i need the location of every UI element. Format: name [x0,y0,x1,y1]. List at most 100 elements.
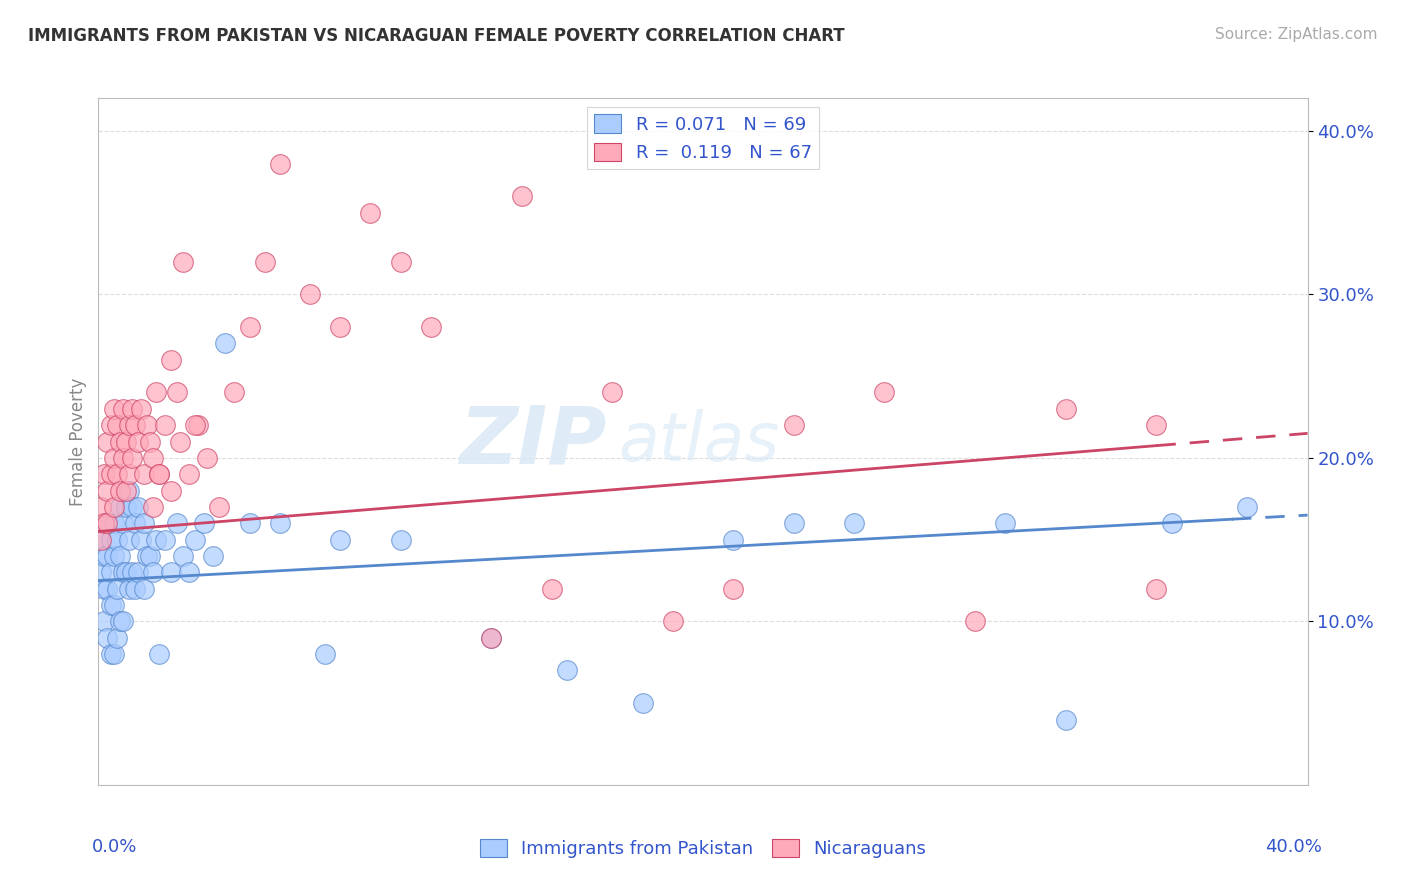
Point [108,549,131,563]
Point [132,467,155,482]
Point [169,434,191,449]
Point [93,516,115,531]
Point [148,467,170,482]
Point [1144,418,1167,433]
Point [1144,582,1167,596]
Point [389,254,412,268]
Point [103,647,125,661]
Point [103,516,125,531]
Point [193,516,215,531]
Point [153,533,176,547]
Point [118,582,141,596]
Text: Source: ZipAtlas.com: Source: ZipAtlas.com [1215,27,1378,42]
Point [602,385,624,400]
Point [108,615,131,629]
Point [111,516,134,531]
Point [214,336,236,351]
Point [124,418,146,433]
Point [142,450,165,465]
Point [783,418,806,433]
Point [153,418,176,433]
Point [124,516,146,531]
Point [96,516,118,531]
Point [723,582,745,596]
Point [420,320,443,334]
Point [103,598,125,612]
Point [329,533,352,547]
Point [103,450,125,465]
Point [389,533,412,547]
Point [631,696,654,710]
Point [540,582,562,596]
Point [96,483,118,498]
Point [124,582,146,596]
Point [108,434,131,449]
Point [129,401,152,416]
Point [1054,401,1077,416]
Point [239,516,262,531]
Point [103,500,125,514]
Point [100,467,122,482]
Point [329,320,352,334]
Point [145,533,167,547]
Point [111,615,134,629]
Point [100,533,122,547]
Point [100,566,122,580]
Point [127,500,149,514]
Point [172,549,194,563]
Text: atlas: atlas [619,409,779,475]
Point [111,450,134,465]
Point [108,500,131,514]
Point [105,418,128,433]
Point [103,401,125,416]
Point [111,401,134,416]
Point [481,631,503,645]
Point [114,483,136,498]
Legend: Immigrants from Pakistan, Nicaraguans: Immigrants from Pakistan, Nicaraguans [472,831,934,865]
Point [114,434,136,449]
Point [844,516,866,531]
Point [166,516,188,531]
Point [360,205,382,219]
Point [269,516,291,531]
Point [96,582,118,596]
Point [555,664,578,678]
Point [129,533,152,547]
Point [93,549,115,563]
Text: ZIP: ZIP [458,402,606,481]
Point [118,467,141,482]
Point [299,287,322,301]
Point [160,566,183,580]
Point [873,385,896,400]
Point [1160,516,1182,531]
Point [142,566,165,580]
Point [108,483,131,498]
Point [994,516,1017,531]
Point [481,631,503,645]
Point [127,566,149,580]
Point [139,549,162,563]
Point [121,500,143,514]
Point [148,647,170,661]
Point [208,500,231,514]
Point [93,467,115,482]
Text: 40.0%: 40.0% [1265,838,1322,855]
Point [96,631,118,645]
Point [111,566,134,580]
Point [160,352,183,367]
Y-axis label: Female Poverty: Female Poverty [69,377,87,506]
Point [1236,500,1258,514]
Point [103,549,125,563]
Point [90,566,112,580]
Point [118,533,141,547]
Point [202,549,225,563]
Point [90,500,112,514]
Point [148,467,170,482]
Point [132,582,155,596]
Point [135,418,157,433]
Point [96,516,118,531]
Point [96,434,118,449]
Point [118,483,141,498]
Legend: R = 0.071   N = 69, R =  0.119   N = 67: R = 0.071 N = 69, R = 0.119 N = 67 [586,107,820,169]
Point [723,533,745,547]
